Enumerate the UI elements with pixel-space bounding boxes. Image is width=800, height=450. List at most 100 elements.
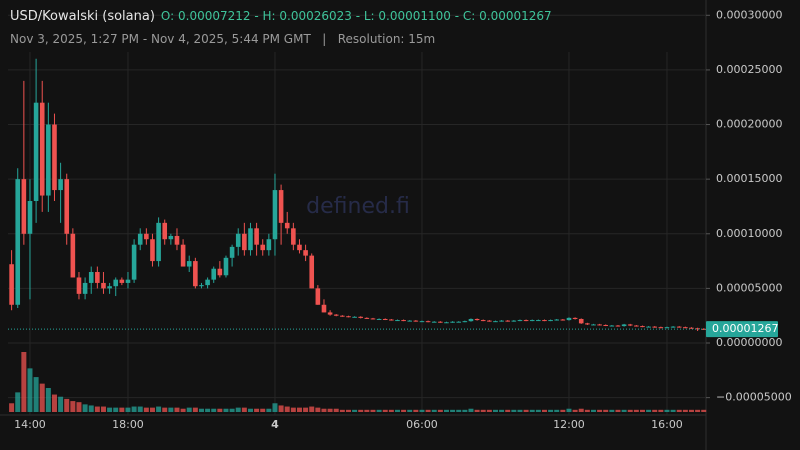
y-tick-label: 0.00025000 [716, 63, 782, 76]
volume-bar [529, 409, 535, 412]
volume-bar [401, 409, 407, 412]
candle-body [229, 246, 235, 258]
candle-body [585, 323, 590, 325]
volume-bar [94, 406, 100, 412]
candle-body [315, 288, 321, 305]
volume-bar [180, 408, 186, 412]
volume-bar [443, 409, 449, 412]
candle-body [425, 321, 431, 323]
volume-bar [162, 407, 168, 412]
volume-bar [21, 352, 27, 412]
volume-bar [370, 409, 376, 412]
candle-body [658, 327, 664, 329]
header-subtitle: Nov 3, 2025, 1:27 PM - Nov 4, 2025, 5:44… [10, 32, 436, 46]
volume-bar [486, 409, 492, 412]
volume-bar [682, 409, 688, 412]
candle-body [346, 316, 351, 318]
volume-bar [633, 409, 639, 412]
candle-body [76, 277, 82, 294]
volume-bar [290, 407, 296, 412]
candle-body [474, 318, 480, 321]
candle-body [652, 326, 658, 328]
candle-body [168, 235, 174, 240]
candle-body [223, 257, 229, 276]
volume-bar [388, 409, 394, 412]
volume-bar [100, 406, 106, 412]
candle-body [419, 321, 425, 323]
volume-bar [523, 409, 529, 412]
candle-body [297, 244, 302, 251]
candle-body [536, 320, 541, 322]
candle-body [634, 325, 639, 327]
candle-body [46, 124, 51, 196]
x-tick-label: 14:00 [14, 418, 46, 431]
candle-body [487, 320, 492, 322]
candle-body [609, 325, 615, 327]
y-tick-label: 0.00030000 [716, 8, 782, 21]
candle-body [248, 228, 253, 251]
candle-body [125, 279, 131, 283]
candle-body [70, 233, 76, 278]
volume-bar [450, 409, 456, 412]
volume-bar [205, 408, 211, 412]
volume-bar [670, 409, 676, 412]
x-tick-label: 4 [271, 418, 279, 431]
candle-body [627, 324, 633, 326]
volume-bar [658, 409, 664, 412]
candle-body [376, 318, 382, 320]
candle-body [303, 250, 308, 256]
x-tick-label: 06:00 [406, 418, 438, 431]
candle-body [193, 261, 198, 287]
volume-bar [186, 407, 192, 412]
volume-bar [278, 405, 284, 412]
volume-bar [578, 408, 584, 412]
candle-body [468, 318, 474, 322]
candle-body [27, 201, 33, 234]
volume-bar [309, 406, 315, 412]
y-tick-label: 0.00005000 [716, 281, 782, 294]
candle-body [52, 124, 57, 191]
candle-body [186, 261, 192, 267]
volume-bar [303, 407, 309, 412]
candle-body [284, 222, 290, 229]
volume-bar [125, 407, 131, 412]
candle-body [291, 228, 296, 245]
candle-body [444, 322, 449, 324]
candle-body [480, 320, 486, 322]
candle-body [321, 304, 327, 313]
candle-body [113, 279, 119, 287]
volume-bar [198, 408, 204, 412]
volume-bar [33, 377, 39, 412]
volume-bar [364, 409, 370, 412]
volume-bar [609, 409, 615, 412]
volume-bar [413, 409, 419, 412]
volume-bar [505, 409, 511, 412]
volume-bar [254, 408, 260, 412]
candle-body [701, 328, 707, 330]
candle-body [211, 268, 217, 280]
candle-body [640, 326, 645, 328]
volume-bar [376, 409, 382, 412]
y-tick-label: 0.00020000 [716, 118, 782, 131]
volume-bar [339, 409, 345, 412]
candle-body [21, 179, 27, 234]
candle-body [407, 320, 413, 322]
volume-bar [407, 409, 413, 412]
candle-body [205, 279, 210, 286]
volume-bar [241, 407, 247, 412]
candle-body [180, 244, 186, 267]
candle-body [670, 326, 676, 328]
volume-bar [701, 409, 707, 412]
candle-body [621, 324, 627, 327]
volume-bar [358, 409, 364, 412]
volume-bar [499, 409, 505, 412]
candle-body [676, 326, 682, 328]
volume-bar [462, 409, 468, 412]
volume-bar [27, 368, 33, 412]
volume-bar [229, 408, 235, 412]
volume-bar [646, 409, 652, 412]
volume-bar [554, 409, 560, 412]
candle-body [603, 324, 609, 326]
candle-body [560, 319, 566, 321]
